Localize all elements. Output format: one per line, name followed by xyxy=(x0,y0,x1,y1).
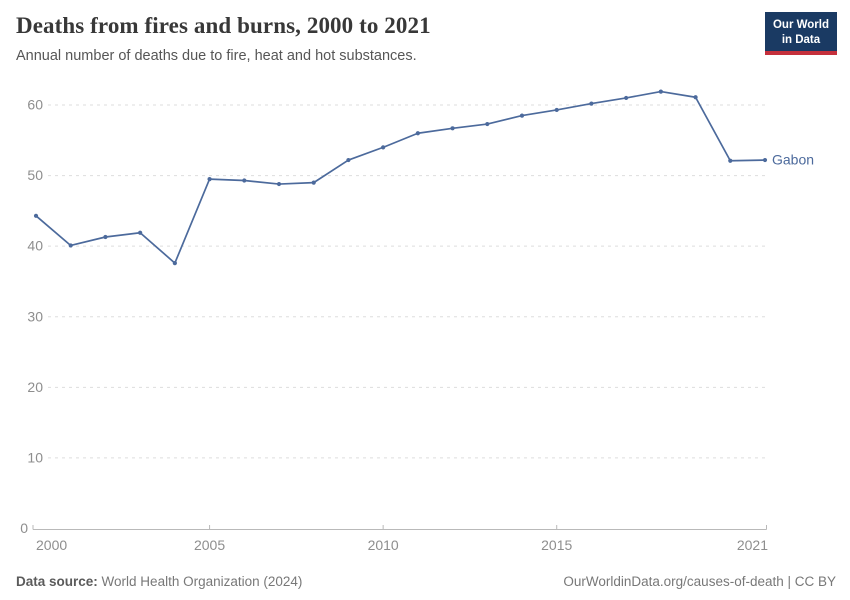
x-axis-tick-label-2015: 2015 xyxy=(541,537,572,553)
data-point-2007[interactable] xyxy=(276,181,282,187)
x-axis-tick-label-2005: 2005 xyxy=(194,537,225,553)
data-point-2017[interactable] xyxy=(624,95,629,101)
data-point-2010[interactable] xyxy=(381,145,386,150)
data-point-2019[interactable] xyxy=(693,95,698,100)
owid-logo-line2: in Data xyxy=(781,33,821,46)
y-axis-tick-label-0: 0 xyxy=(20,520,28,536)
data-point-2008[interactable] xyxy=(311,180,316,185)
series-label-gabon[interactable]: Gabon xyxy=(772,152,814,168)
x-axis-tick-label-2000: 2000 xyxy=(36,537,67,553)
data-point-2014[interactable] xyxy=(519,113,525,118)
y-axis-tick-label-20: 20 xyxy=(27,379,43,395)
data-source: Data source: World Health Organization (… xyxy=(16,574,302,589)
y-axis-tick-label-30: 30 xyxy=(27,308,43,324)
y-axis-tick-label-50: 50 xyxy=(27,167,43,183)
data-point-2006[interactable] xyxy=(242,178,247,183)
data-point-2002[interactable] xyxy=(103,234,108,240)
owid-logo[interactable]: Our World in Data xyxy=(764,12,837,56)
chart-subtitle: Annual number of deaths due to fire, hea… xyxy=(16,48,417,64)
data-point-2001[interactable] xyxy=(68,243,73,248)
data-point-2020[interactable] xyxy=(728,158,733,163)
y-axis-tick-label-60: 60 xyxy=(27,97,43,113)
data-point-2005[interactable] xyxy=(207,177,212,182)
data-point-2016[interactable] xyxy=(589,101,594,106)
data-point-2021[interactable] xyxy=(762,157,768,163)
data-point-2013[interactable] xyxy=(485,121,490,127)
data-point-2000[interactable] xyxy=(33,213,39,218)
x-axis-tick-label-2010: 2010 xyxy=(368,537,399,553)
data-point-2015[interactable] xyxy=(554,107,559,113)
data-point-2018[interactable] xyxy=(658,89,663,94)
data-point-2003[interactable] xyxy=(138,230,143,235)
x-axis-tick-label-2021: 2021 xyxy=(737,537,768,553)
data-point-2009[interactable] xyxy=(346,157,351,163)
data-source-label: Data source: xyxy=(16,574,98,589)
series-line-gabon[interactable] xyxy=(35,90,766,264)
data-point-2011[interactable] xyxy=(415,131,420,136)
chart-header: Deaths from fires and burns, 2000 to 202… xyxy=(16,13,431,64)
y-axis-tick-label-10: 10 xyxy=(27,449,43,465)
chart-title: Deaths from fires and burns, 2000 to 202… xyxy=(16,13,431,38)
data-point-2012[interactable] xyxy=(450,126,455,131)
owid-citation-link[interactable]: OurWorldinData.org/causes-of-death | CC … xyxy=(563,574,836,589)
data-point-2004[interactable] xyxy=(172,261,177,266)
y-axis-tick-label-40: 40 xyxy=(27,238,43,254)
owid-logo-line1: Our World xyxy=(772,19,829,31)
chart-footer: Data source: World Health Organization (… xyxy=(16,574,836,589)
data-source-value: World Health Organization (2024) xyxy=(101,574,303,589)
